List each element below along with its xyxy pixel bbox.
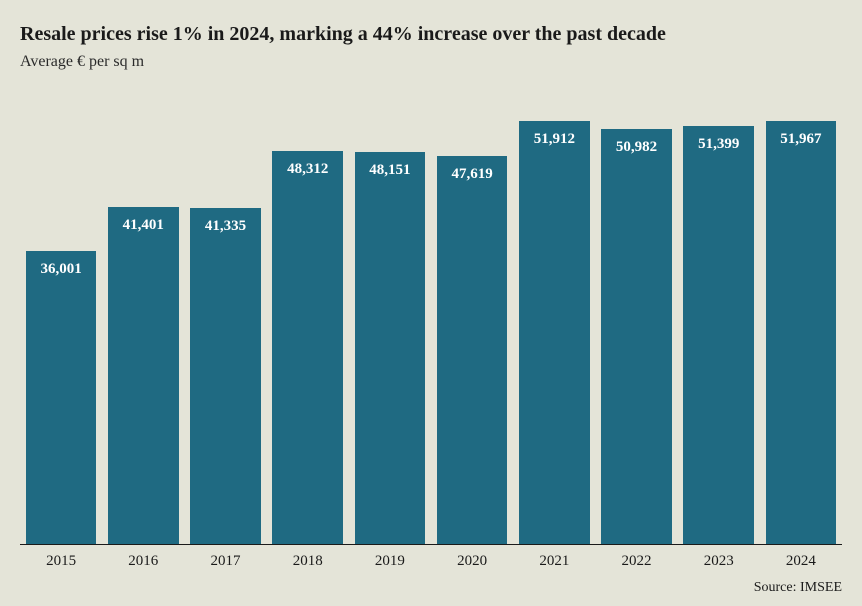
bar-slot: 51,912 xyxy=(513,89,595,544)
bar-slot: 51,967 xyxy=(760,89,842,544)
bar: 51,399 xyxy=(683,126,754,545)
bar-value-label: 41,335 xyxy=(190,218,261,235)
bar: 36,001 xyxy=(26,251,97,544)
bar-value-label: 51,967 xyxy=(766,131,837,148)
bar-slot: 41,335 xyxy=(184,89,266,544)
x-axis: 2015201620172018201920202021202220232024 xyxy=(20,545,842,577)
x-axis-label: 2023 xyxy=(678,545,760,577)
x-axis-label: 2020 xyxy=(431,545,513,577)
bar-slot: 50,982 xyxy=(595,89,677,544)
bar: 41,401 xyxy=(108,207,179,544)
bar-value-label: 41,401 xyxy=(108,217,179,234)
chart-subtitle: Average € per sq m xyxy=(20,52,842,71)
bar-value-label: 50,982 xyxy=(601,139,672,156)
x-axis-label: 2022 xyxy=(595,545,677,577)
bar-value-label: 51,912 xyxy=(519,131,590,148)
bar-value-label: 36,001 xyxy=(26,261,97,278)
chart-title: Resale prices rise 1% in 2024, marking a… xyxy=(20,22,842,46)
x-axis-label: 2016 xyxy=(102,545,184,577)
bar-slot: 48,312 xyxy=(267,89,349,544)
bar: 48,312 xyxy=(272,151,343,544)
bars-row: 36,001 41,401 41,335 48,312 48,151 47,619 51,9… xyxy=(20,89,842,544)
x-axis-label: 2017 xyxy=(184,545,266,577)
x-axis-label: 2015 xyxy=(20,545,102,577)
bar-slot: 47,619 xyxy=(431,89,513,544)
x-axis-label: 2019 xyxy=(349,545,431,577)
bar-slot: 36,001 xyxy=(20,89,102,544)
x-axis-label: 2021 xyxy=(513,545,595,577)
x-axis-label: 2018 xyxy=(267,545,349,577)
bar: 50,982 xyxy=(601,129,672,544)
bar-slot: 48,151 xyxy=(349,89,431,544)
bar-value-label: 47,619 xyxy=(437,166,508,183)
bar-value-label: 48,151 xyxy=(355,162,426,179)
plot-area: 36,001 41,401 41,335 48,312 48,151 47,619 51,9… xyxy=(20,89,842,545)
bar: 41,335 xyxy=(190,208,261,545)
chart-container: Resale prices rise 1% in 2024, marking a… xyxy=(0,0,862,606)
bar: 51,912 xyxy=(519,121,590,544)
bar: 47,619 xyxy=(437,156,508,544)
bar: 51,967 xyxy=(766,121,837,544)
bar: 48,151 xyxy=(355,152,426,544)
x-axis-label: 2024 xyxy=(760,545,842,577)
bar-slot: 51,399 xyxy=(678,89,760,544)
bar-slot: 41,401 xyxy=(102,89,184,544)
source-text: Source: IMSEE xyxy=(754,580,842,596)
bar-value-label: 48,312 xyxy=(272,161,343,178)
bar-value-label: 51,399 xyxy=(683,136,754,153)
